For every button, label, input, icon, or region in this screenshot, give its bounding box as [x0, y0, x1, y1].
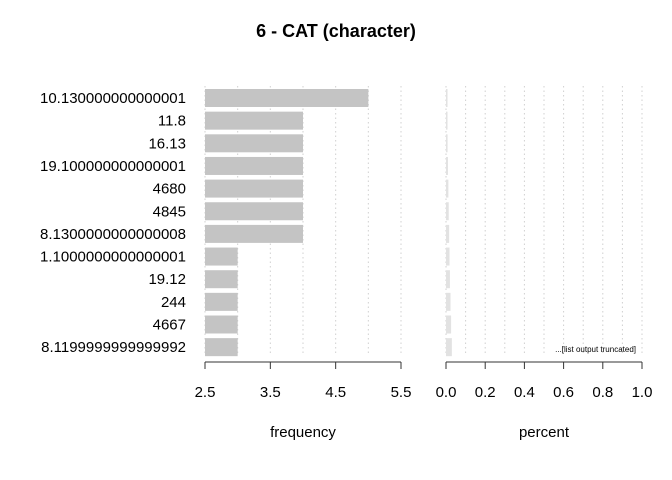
category-label: 19.12: [148, 271, 186, 288]
percent-bar: [446, 111, 448, 130]
frequency-bar: [205, 315, 238, 334]
category-label: 19.100000000000001: [40, 158, 186, 175]
truncation-note: ...[list output truncated]: [555, 345, 636, 354]
frequency-bar: [205, 270, 238, 289]
category-label: 4680: [153, 181, 186, 198]
category-label: 1.1000000000000001: [40, 249, 186, 266]
frequency-bar: [205, 111, 303, 130]
category-label: 10.130000000000001: [40, 90, 186, 107]
tick-label: 0.4: [514, 384, 535, 401]
tick-label: 0.6: [553, 384, 574, 401]
frequency-bars: [205, 89, 369, 357]
category-label: 4667: [153, 317, 186, 334]
percent-bar: [446, 270, 450, 289]
tick-label: 1.0: [632, 384, 653, 401]
frequency-bar: [205, 292, 238, 311]
percent-bar: [446, 179, 449, 198]
frequency-bar: [205, 202, 303, 221]
category-label: 16.13: [148, 135, 186, 152]
category-label: 8.1300000000000008: [40, 226, 186, 243]
tick-label: 4.5: [325, 384, 346, 401]
percent-bar: [446, 292, 451, 311]
percent-bar: [446, 202, 449, 221]
percent-axis: 0.0 0.2 0.4 0.6 0.8 1.0: [436, 361, 653, 401]
percent-panel: 0.0 0.2 0.4 0.6 0.8 1.0 percent ...[list outp…: [436, 86, 653, 441]
category-label: 11.8: [158, 113, 186, 130]
tick-label: 0.8: [592, 384, 613, 401]
chart-title: 6 - CAT (character): [256, 21, 416, 41]
percent-bar: [446, 89, 448, 107]
percent-bar: [446, 315, 452, 334]
percent-grid: [445, 86, 643, 355]
frequency-bar: [205, 179, 303, 198]
category-label: 4845: [153, 203, 186, 220]
frequency-bar: [205, 89, 369, 107]
frequency-bar: [205, 156, 303, 175]
tick-label: 0.0: [436, 384, 457, 401]
tick-label: 0.2: [475, 384, 496, 401]
frequency-bar: [205, 338, 238, 357]
tick-label: 5.5: [391, 384, 412, 401]
percent-axis-label: percent: [519, 424, 570, 441]
percent-bar: [446, 338, 452, 357]
category-label: 8.1199999999999992: [41, 339, 186, 356]
frequency-bar: [205, 224, 303, 243]
percent-bar: [446, 224, 450, 243]
category-labels: 10.130000000000001 11.8 16.13 19.1000000000…: [40, 90, 186, 356]
category-label: 244: [161, 294, 186, 311]
percent-bars: [446, 89, 452, 357]
frequency-axis: 2.5 3.5 4.5 5.5: [195, 361, 412, 401]
percent-bar: [446, 247, 450, 266]
frequency-bar: [205, 134, 303, 153]
frequency-axis-label: frequency: [270, 424, 336, 441]
tick-label: 3.5: [260, 384, 281, 401]
percent-bar: [446, 156, 448, 175]
frequency-panel: 2.5 3.5 4.5 5.5 frequency: [195, 86, 412, 441]
percent-bar: [446, 134, 448, 153]
frequency-bar: [205, 247, 238, 266]
tick-label: 2.5: [195, 384, 216, 401]
